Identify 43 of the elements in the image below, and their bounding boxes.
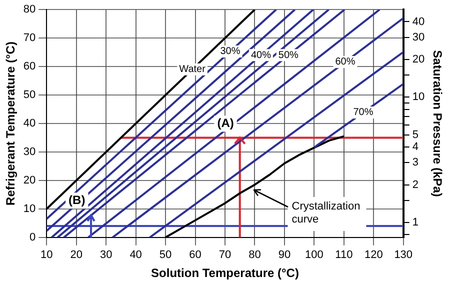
y2-tick-label: 10 [412,91,425,104]
y-tick-label: 60 [23,60,36,73]
x-tick-label: 60 [189,249,202,262]
y2-tick-label: 30 [412,31,425,44]
y-tick-label: 10 [23,202,36,215]
y-tick-label: 40 [23,118,36,130]
y2-axis-title: Saturation Pressure (kPa) [430,50,444,197]
x-tick-label: 130 [394,249,413,262]
x-tick-label: 120 [364,249,383,262]
y2-tick-label: 4 [412,141,418,154]
series-label: Water [179,64,206,76]
y2-tick-label: 2 [412,178,418,191]
x-tick-label: 20 [70,249,82,262]
y-tick-label: 20 [23,174,36,186]
x-tick-label: 70 [218,249,232,262]
series-label: 40% [250,50,272,61]
y-tick-label: 0 [30,231,36,244]
y-tick-label: 80 [23,4,36,16]
series-label: 50% [278,50,298,61]
y2-tick-label: 5 [412,128,418,141]
x-axis-title: Solution Temperature (°C) [151,266,299,280]
y2-tick-label: 1 [412,216,418,228]
series-label: 30% [220,46,240,58]
x-tick-label: 110 [335,249,353,262]
x-tick-label: 80 [248,249,261,262]
y-axis-title: Refrigerant Temperature (°C) [4,42,18,206]
annotation: (A) [217,116,234,130]
x-tick-label: 40 [130,249,142,262]
y-tick-label: 50 [23,89,36,102]
y2-tick-label: 3 [412,156,418,169]
x-tick-label: 100 [305,249,324,262]
series-label: 70% [353,107,374,118]
y2-tick-label: 40 [412,16,425,28]
x-tick-label: 30 [100,249,112,262]
annotation: Crystallization curve [292,200,360,226]
y-tick-label: 30 [23,146,36,158]
x-tick-label: 90 [278,249,291,262]
annotation: (B) [68,192,86,207]
series-label: 60% [335,56,356,68]
y-tick-label: 70 [23,32,36,44]
x-tick-label: 50 [159,249,172,262]
x-tick-label: 10 [40,249,53,262]
y2-tick-label: 20 [412,53,425,66]
